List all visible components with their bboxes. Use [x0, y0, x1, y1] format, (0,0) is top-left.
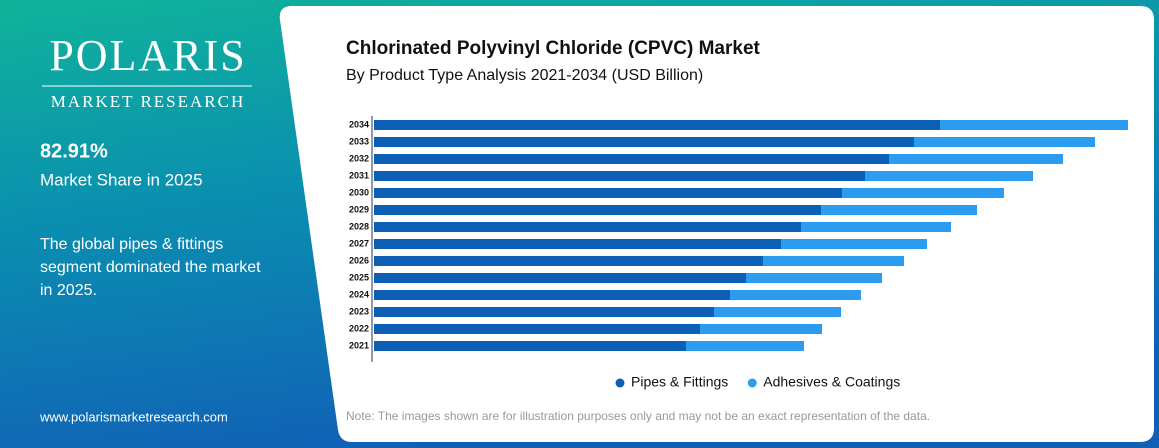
bar-segment	[940, 120, 1128, 130]
y-tick-label: 2025	[349, 272, 369, 282]
bar-segment	[781, 239, 927, 249]
bar-segment	[730, 290, 861, 300]
bar-segment	[374, 188, 842, 198]
note: Note: The images shown are for illustrat…	[346, 409, 930, 423]
bar-segment	[374, 120, 940, 130]
bar-segment	[801, 222, 951, 232]
bar-segment	[374, 290, 730, 300]
y-tick-label: 2028	[349, 221, 369, 231]
logo: POLARIS MARKET RESEARCH	[42, 31, 252, 111]
bar-segment	[374, 256, 763, 266]
bar-segment	[374, 171, 865, 181]
y-tick-label: 2023	[349, 306, 369, 316]
bar-segment	[842, 188, 1004, 198]
bar-segment	[374, 341, 686, 351]
y-tick-label: 2026	[349, 255, 369, 265]
legend-swatch	[615, 378, 625, 388]
bar-segment	[700, 324, 822, 334]
y-tick-label: 2024	[349, 289, 369, 299]
bar-segment	[714, 307, 841, 317]
legend-label: Adhesives & Coatings	[763, 374, 900, 390]
bar-segment	[374, 137, 914, 147]
website: www.polarismarketresearch.com	[39, 409, 228, 424]
legend-label: Pipes & Fittings	[631, 374, 728, 390]
bar-segment	[914, 137, 1095, 147]
y-tick-label: 2030	[349, 187, 369, 197]
description: The global pipes & fittings segment domin…	[40, 236, 261, 299]
bar-segment	[889, 154, 1063, 164]
y-tick-label: 2027	[349, 238, 369, 248]
bar-segment	[865, 171, 1033, 181]
y-tick-label: 2021	[349, 340, 369, 350]
chart-title: Chlorinated Polyvinyl Chloride (CPVC) Ma…	[346, 38, 761, 59]
bar-segment	[821, 205, 977, 215]
brand-tagline: MARKET RESEARCH	[51, 92, 246, 111]
brand-name: POLARIS	[49, 31, 246, 80]
bar-segment	[374, 154, 889, 164]
y-tick-label: 2022	[349, 323, 369, 333]
y-tick-label: 2031	[349, 170, 369, 180]
highlight-value: 82.91%	[40, 140, 108, 162]
chart-subtitle: By Product Type Analysis 2021-2034 (USD …	[346, 67, 703, 84]
highlight-label: Market Share in 2025	[40, 170, 203, 189]
bar-segment	[374, 273, 746, 283]
bar-segment	[686, 341, 804, 351]
bar-segment	[374, 205, 821, 215]
bar-segment	[763, 256, 904, 266]
y-tick-label: 2034	[349, 119, 369, 129]
bar-segment	[374, 324, 700, 334]
bar-segment	[374, 239, 781, 249]
legend-swatch	[747, 378, 757, 388]
y-tick-label: 2032	[349, 153, 369, 163]
y-tick-label: 2033	[349, 136, 369, 146]
y-tick-label: 2029	[349, 204, 369, 214]
bar-segment	[374, 222, 801, 232]
bar-segment	[746, 273, 882, 283]
bar-segment	[374, 307, 714, 317]
